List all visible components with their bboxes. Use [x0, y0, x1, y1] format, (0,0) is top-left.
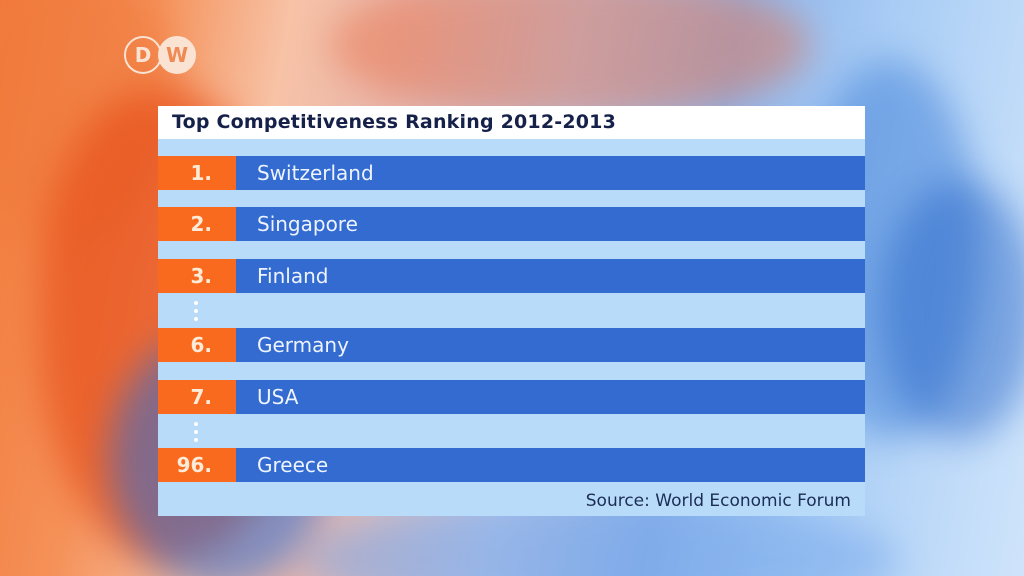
table-row: 7. USA	[158, 380, 865, 414]
country-name: Switzerland	[257, 161, 374, 185]
ellipsis-vertical-icon	[194, 422, 200, 446]
table-row: 96. Greece	[158, 448, 865, 482]
table-title-band: Top Competitiveness Ranking 2012-2013	[158, 106, 865, 139]
country-name: Finland	[257, 264, 329, 288]
table-row: 3. Finland	[158, 259, 865, 293]
rank-cell: 3.	[158, 259, 236, 293]
country-name: Singapore	[257, 212, 358, 236]
rank-cell: 2.	[158, 207, 236, 241]
rank-cell: 1.	[158, 156, 236, 190]
ranking-table: Top Competitiveness Ranking 2012-2013 1.…	[158, 106, 865, 516]
country-name: Greece	[257, 453, 329, 477]
source-caption: Source: World Economic Forum	[585, 491, 851, 511]
table-row: 2. Singapore	[158, 207, 865, 241]
table-title: Top Competitiveness Ranking 2012-2013	[172, 111, 617, 133]
logo-d: D	[124, 36, 162, 74]
rank-cell: 96.	[158, 448, 236, 482]
country-name: Germany	[257, 333, 349, 357]
table-row: 6. Germany	[158, 328, 865, 362]
dw-logo: D W	[124, 36, 196, 74]
rank-cell: 7.	[158, 380, 236, 414]
ellipsis-vertical-icon	[194, 301, 200, 325]
rank-cell: 6.	[158, 328, 236, 362]
logo-w: W	[158, 36, 196, 74]
country-name: USA	[257, 385, 299, 409]
table-row: 1. Switzerland	[158, 156, 865, 190]
